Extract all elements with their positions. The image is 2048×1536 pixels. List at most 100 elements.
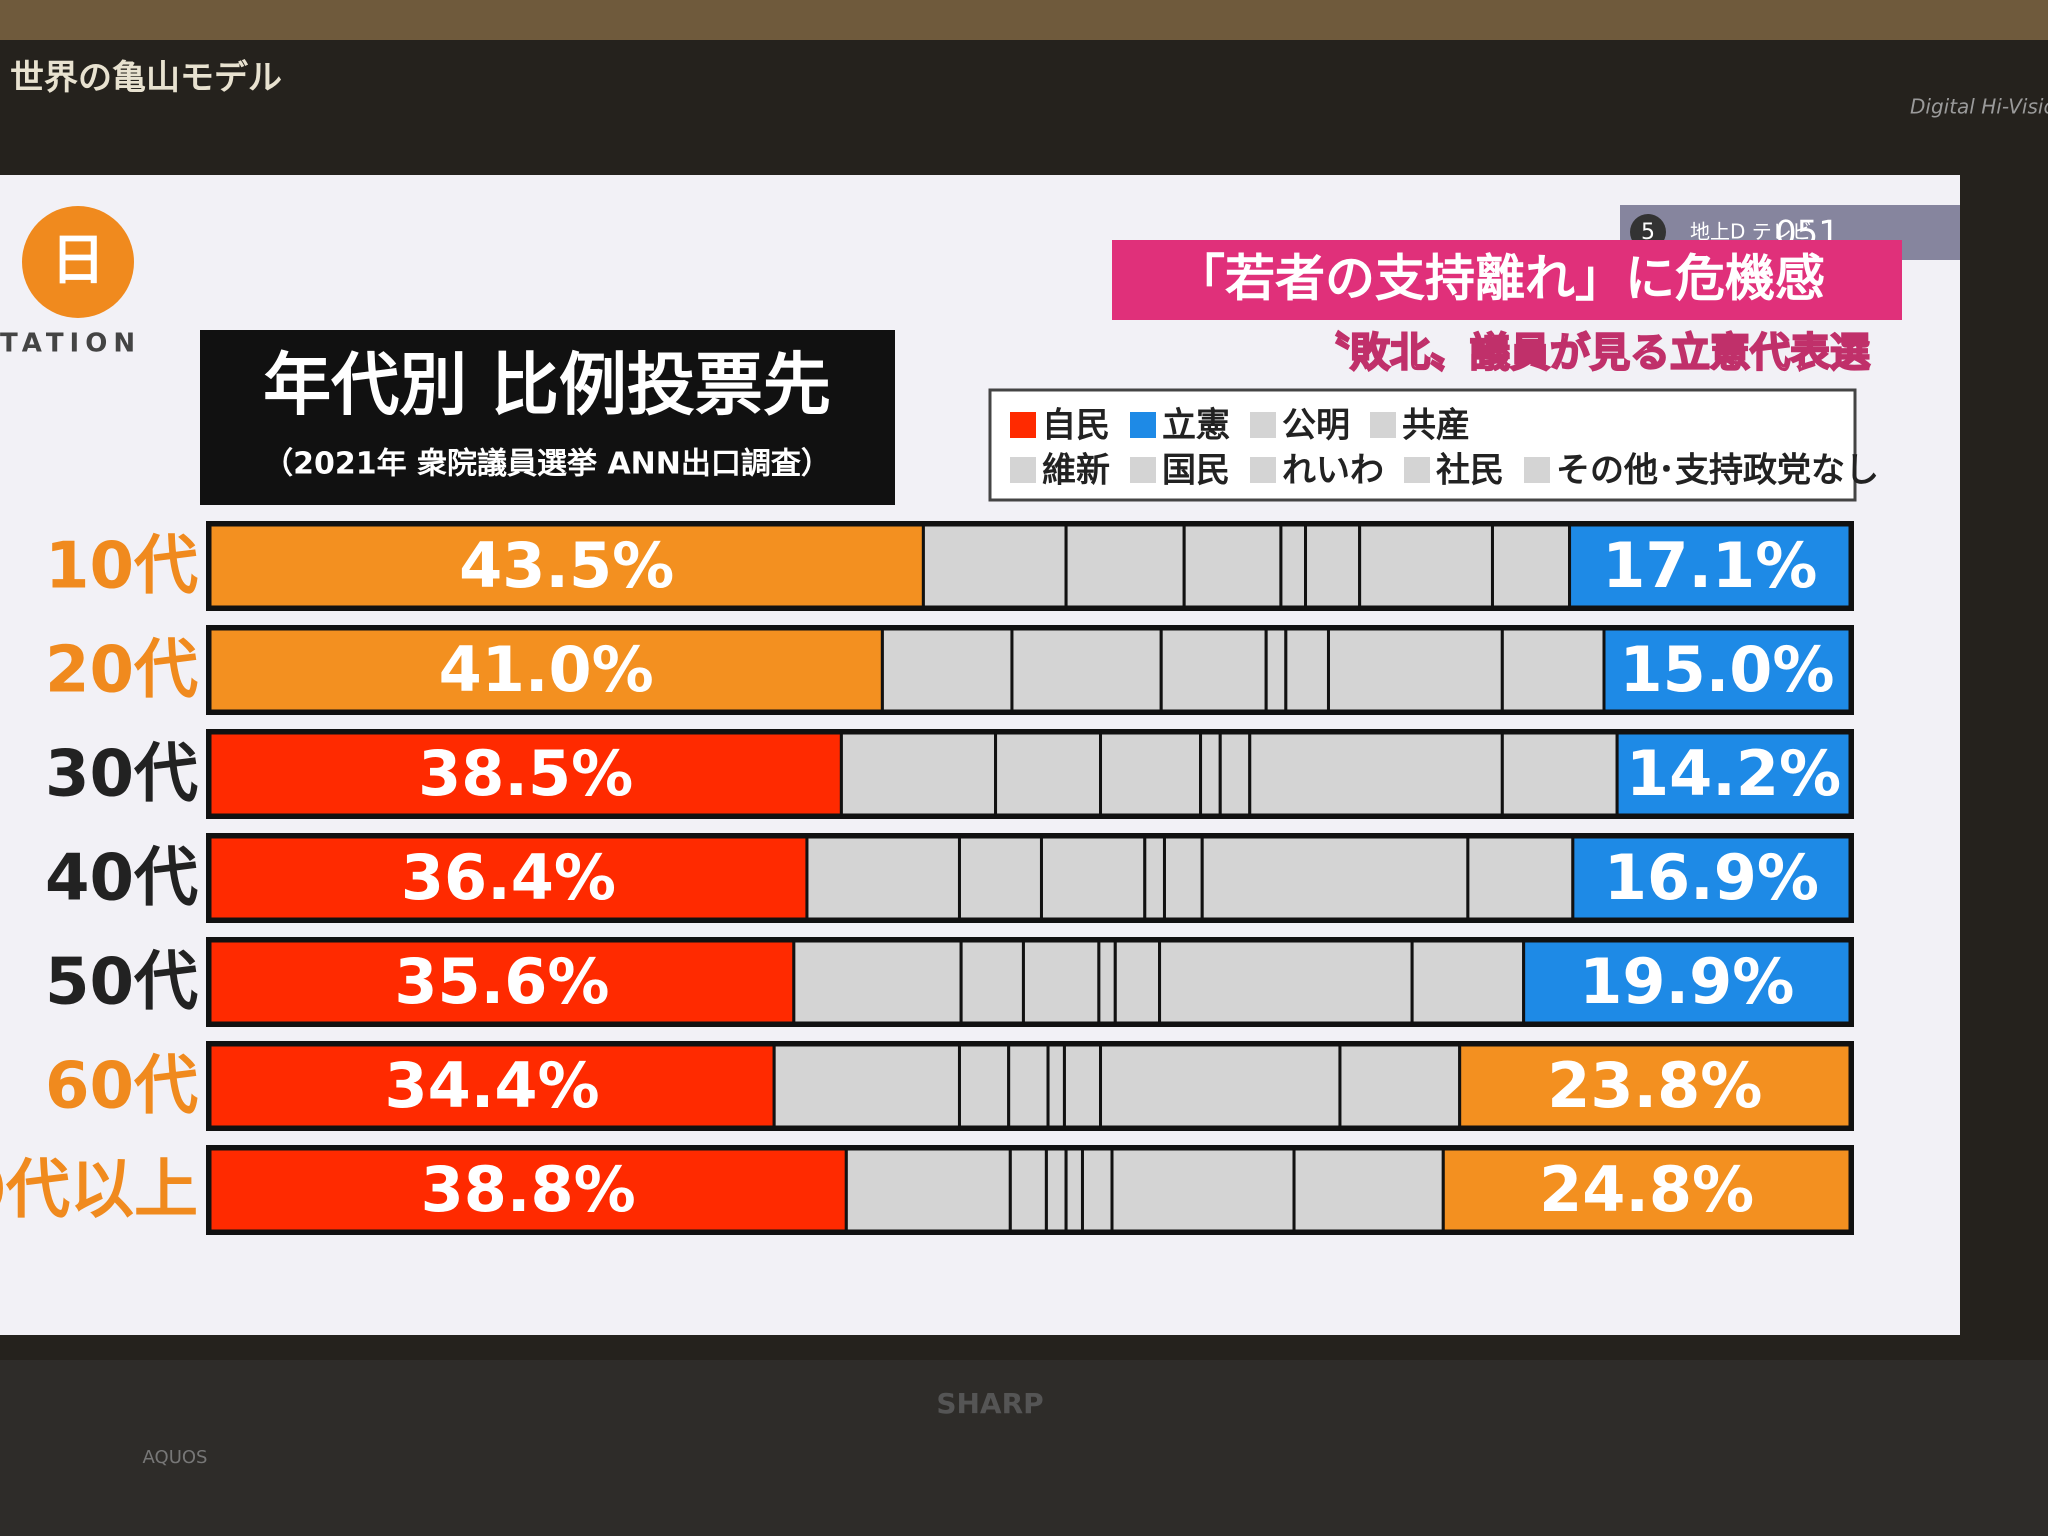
bar-segment <box>772 1043 961 1129</box>
wall <box>0 0 2048 40</box>
station: TATION <box>0 329 141 359</box>
legend-label: 公明 <box>1282 406 1350 446</box>
bar-segment <box>1522 939 1852 1025</box>
legend-swatch <box>1010 412 1036 438</box>
category-label: 60代 <box>45 1050 198 1124</box>
bar-segment <box>1326 627 1504 713</box>
value-label: 16.9% <box>1604 841 1819 914</box>
subheadline: 〝敗北〟議員が見る立憲代表選 <box>1310 330 1870 376</box>
bar-segment <box>957 1043 1011 1129</box>
value-label: 17.1% <box>1602 529 1817 602</box>
legend-label: 共産 <box>1402 406 1470 446</box>
category-label: 30代 <box>45 738 198 812</box>
bar-segment <box>1304 523 1362 609</box>
bar-segment <box>1097 939 1117 1025</box>
legend-swatch <box>1130 457 1156 483</box>
bar-segment <box>208 1147 848 1233</box>
brand-top: Digital Hi-Vision <box>1910 95 2048 119</box>
legend-label: れいわ <box>1282 451 1384 491</box>
legend-label: 立憲 <box>1162 406 1230 446</box>
bar-segment <box>805 835 961 921</box>
bar-segment <box>1143 835 1166 921</box>
value-label: 14.2% <box>1626 737 1841 810</box>
logo-circle <box>22 206 134 318</box>
category-label: 40代 <box>45 842 198 916</box>
value-label: 34.4% <box>385 1049 600 1122</box>
bar-segment <box>1571 835 1852 921</box>
bar-segment <box>1113 939 1162 1025</box>
legend-swatch <box>1250 412 1276 438</box>
brand: SHARP <box>936 1387 1043 1420</box>
legend-label: 社民 <box>1436 451 1504 491</box>
legend-label: 維新 <box>1042 451 1110 491</box>
bar-segment <box>1602 627 1852 713</box>
bar-segment <box>1064 1147 1084 1233</box>
bar-segment <box>1110 1147 1296 1233</box>
bar-segment <box>1008 1147 1048 1233</box>
bar-segment <box>1062 1043 1103 1129</box>
legend-label: その他･支持政党なし <box>1556 451 1879 491</box>
bar-segment <box>1099 1043 1342 1129</box>
bar-segment <box>839 731 998 817</box>
bar-segment <box>1490 523 1572 609</box>
bar-segment <box>1568 523 1852 609</box>
chart-subtitle: （2021年 衆院議員選挙 ANN出口調査） <box>263 447 831 482</box>
category-label: 10代 <box>45 530 198 604</box>
value-label: 38.5% <box>418 737 633 810</box>
bar-segment <box>921 523 1068 609</box>
category-label: 70代以上 <box>0 1154 198 1228</box>
bar-segment <box>1410 939 1526 1025</box>
legend-swatch <box>1250 457 1276 483</box>
legend-label: 自民 <box>1042 406 1110 446</box>
headline-box <box>1112 240 1902 320</box>
bar-segment <box>1039 835 1147 921</box>
value-label: 19.9% <box>1579 945 1794 1018</box>
bar-segment <box>957 835 1043 921</box>
bar-segment <box>1264 627 1288 713</box>
bar-segment <box>1200 835 1470 921</box>
chart-title: 年代別 比例投票先 <box>263 347 831 426</box>
legend-label: 国民 <box>1162 451 1230 491</box>
bar-segment <box>1615 731 1852 817</box>
tv-bezel-bottom <box>0 1360 2048 1536</box>
bar-segment <box>1064 523 1186 609</box>
channel-type: 地上D テレビ <box>1690 220 1812 244</box>
bar-segment <box>208 835 809 921</box>
bar-segment <box>1441 1147 1852 1233</box>
category-label: 20代 <box>45 634 198 708</box>
legend-swatch <box>1370 412 1396 438</box>
bar-segment <box>792 939 963 1025</box>
title-box <box>200 330 895 505</box>
bar-segment <box>1159 627 1268 713</box>
channel-badge: 5 <box>1641 220 1655 245</box>
bar-segment <box>1466 835 1575 921</box>
bar-segment <box>1162 835 1204 921</box>
legend-swatch <box>1524 457 1550 483</box>
headline: 「若者の支持離れ」に危機感 <box>1175 250 1825 308</box>
bar-segment <box>994 731 1103 817</box>
logo: 日 <box>51 229 105 292</box>
bar-segment <box>1500 627 1606 713</box>
bar-segment <box>1248 731 1504 817</box>
value-label: 35.6% <box>394 945 609 1018</box>
bar-segment <box>880 627 1014 713</box>
legend-swatch <box>1130 412 1156 438</box>
bar-segment <box>1046 1043 1066 1129</box>
legend-swatch <box>1404 457 1430 483</box>
legend-swatch <box>1010 457 1036 483</box>
value-label: 15.0% <box>1619 633 1834 706</box>
bar-segment <box>1218 731 1252 817</box>
value-label: 38.8% <box>421 1153 636 1226</box>
bar-segment <box>1358 523 1494 609</box>
bar-segment <box>208 627 884 713</box>
bar-segment <box>1284 627 1330 713</box>
value-label: 43.5% <box>459 529 674 602</box>
bar-segment <box>1338 1043 1462 1129</box>
model: AQUOS <box>143 1447 208 1468</box>
bar-segment <box>1158 939 1414 1025</box>
value-label: 36.4% <box>401 841 616 914</box>
bar-segment <box>844 1147 1012 1233</box>
sticker-text: 世界の亀山モデル <box>10 58 282 98</box>
bar-segment <box>1199 731 1222 817</box>
bar-segment <box>1500 731 1619 817</box>
